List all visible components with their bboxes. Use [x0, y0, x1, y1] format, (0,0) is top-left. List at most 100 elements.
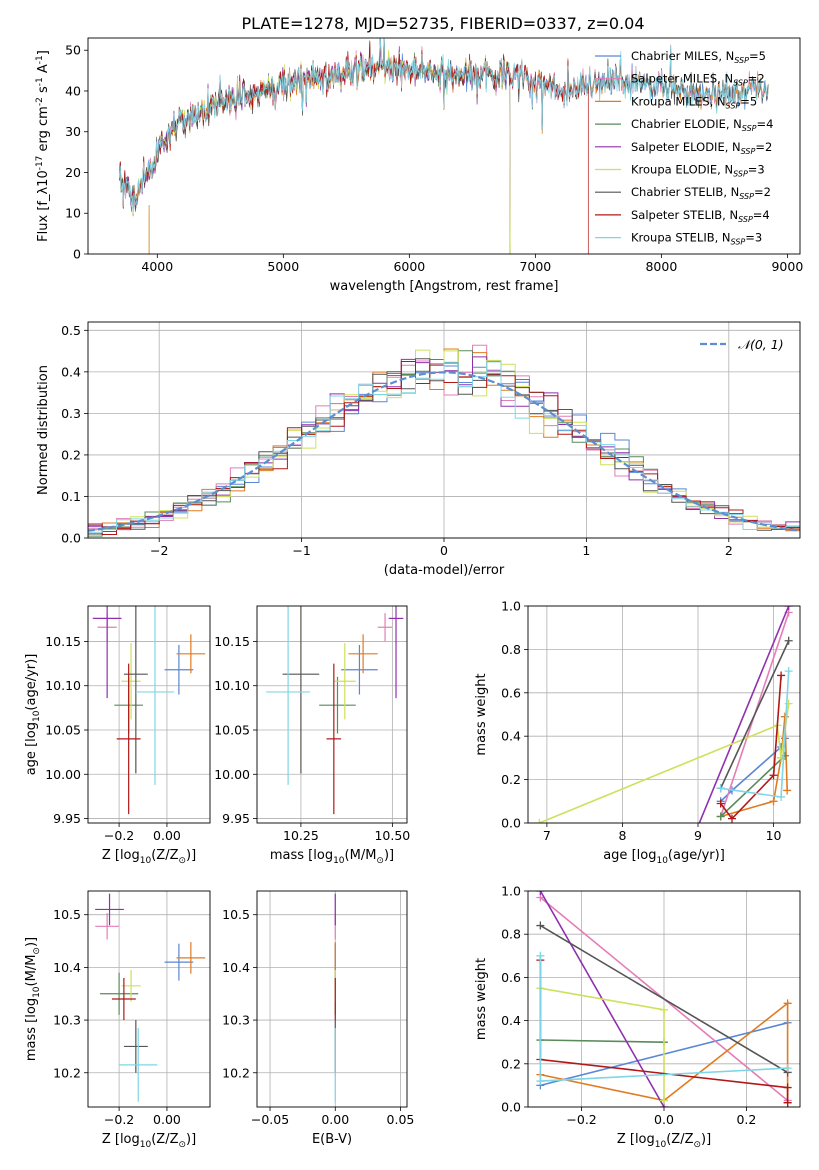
weight-marker — [783, 999, 792, 1008]
label-part: (M/M — [24, 955, 39, 987]
x-tick-label: 0.00 — [321, 1112, 349, 1127]
x-axis-label: Z [log10(Z/Z⊙)] — [102, 1132, 196, 1150]
y-tick-label: 0.2 — [61, 447, 81, 462]
y-tick-label: 10.3 — [53, 1013, 81, 1028]
y-axis-label: mass weight — [474, 673, 489, 755]
label-part: ⊙ — [178, 1140, 186, 1150]
label-part: -1 — [35, 55, 45, 64]
label-part: log — [635, 1132, 655, 1147]
weight-marker — [716, 812, 725, 821]
legend-entry: Kroupa ELODIE, NSSP=3 — [631, 163, 765, 179]
weight-marker — [777, 792, 786, 801]
y-tick-label: 9.95 — [222, 811, 250, 826]
y-tick-label: 10.00 — [45, 767, 81, 782]
weight-marker — [660, 1005, 668, 1014]
axes-spectrum: 4000 5000 6000 7000 8000 9000 0 10 20 30 40 50 wavel… — [35, 37, 803, 294]
label-part: log — [24, 722, 39, 742]
x-axis-label: E(B-V) — [312, 1132, 352, 1147]
plot-area — [536, 891, 792, 1107]
label-part: (Z/Z — [666, 1132, 693, 1147]
x-tick-label: −0.2 — [104, 1112, 134, 1127]
plot-area — [95, 893, 206, 1102]
y-tick-label: 10.05 — [214, 723, 250, 738]
weight-line — [539, 924, 789, 1074]
legend-entry: 𝒩(0, 1) — [738, 337, 784, 352]
label-part: log — [120, 1132, 140, 1147]
weight-marker — [784, 667, 793, 676]
legend-text: =5 — [749, 49, 766, 63]
legend-text: =4 — [753, 208, 770, 222]
y-tick-label: 0.0 — [501, 1100, 521, 1115]
label-part: (age/yr)] — [668, 848, 725, 863]
weight-line — [540, 1039, 665, 1043]
legend-text: Kroupa MILES, N — [631, 94, 726, 108]
x-tick-label: 0.00 — [153, 1112, 181, 1127]
legend-text: Salpeter ELODIE, N — [631, 140, 741, 154]
label-part: -17 — [35, 156, 45, 171]
label-part: mass [ — [270, 848, 313, 863]
axes-residuals: −2 −1 0 1 2 0.0 0.1 0.2 0.3 0.4 0.5 (data-model)/er… — [36, 321, 801, 578]
histogram-step — [88, 361, 800, 534]
label-part: Normed distribution — [36, 365, 51, 495]
legend-text: =5 — [740, 94, 757, 108]
legend-text: Chabrier STELIB, N — [631, 185, 739, 199]
y-tick-label: 0.8 — [501, 927, 521, 942]
legend-text: Kroupa STELIB, N — [631, 231, 731, 245]
plot-area — [88, 344, 800, 537]
x-tick-label: −0.2 — [566, 1112, 596, 1127]
weight-marker — [716, 799, 725, 808]
x-tick-label: 7000 — [519, 259, 551, 274]
legend-entry: Chabrier ELODIE, NSSP=4 — [631, 117, 773, 133]
y-tick-label: 0.4 — [501, 1013, 521, 1028]
x-axis-label: mass [log10(M/M⊙)] — [270, 848, 394, 866]
label-part: log — [120, 848, 140, 863]
weight-marker — [769, 771, 778, 780]
y-tick-label: 0.4 — [501, 729, 521, 744]
legend-entry: Chabrier STELIB, NSSP=2 — [631, 185, 771, 201]
legend-text: SSP — [726, 101, 741, 110]
x-tick-label: 4000 — [141, 259, 173, 274]
y-tick-label: 0.3 — [61, 406, 81, 421]
y-tick-label: 10.5 — [53, 907, 81, 922]
y-tick-label: 10.10 — [214, 678, 250, 693]
label-part: Z [ — [102, 848, 120, 863]
x-tick-label: 9000 — [771, 259, 803, 274]
x-tick-label: 0.0 — [654, 1112, 674, 1127]
y-tick-label: 40 — [65, 83, 81, 98]
label-part: )] — [701, 1132, 711, 1147]
y-tick-label: 1.0 — [501, 599, 521, 614]
legend-text: Chabrier MILES, N — [631, 49, 734, 63]
weight-line — [540, 987, 665, 1101]
y-tick-label: 0.4 — [61, 364, 81, 379]
y-tick-label: 0.6 — [501, 685, 521, 700]
y-tick-label: 10.2 — [53, 1065, 81, 1080]
y-axis-label: age [log10(age/yr)] — [24, 654, 42, 776]
x-tick-label: −0.05 — [251, 1112, 289, 1127]
label-part: ] — [36, 50, 51, 55]
y-tick-label: 10.2 — [222, 1065, 250, 1080]
x-tick-label: 6000 — [393, 259, 425, 274]
x-tick-label: 8 — [618, 828, 626, 843]
label-part: log — [313, 848, 333, 863]
weight-marker — [536, 951, 545, 960]
legend-text: Salpeter MILES, N — [631, 72, 733, 86]
weight-marker — [783, 786, 792, 795]
label-part: )] — [186, 1132, 196, 1147]
label-part: 10 — [32, 986, 42, 998]
legend-text: SSP — [742, 124, 757, 133]
axes-frame — [87, 605, 211, 824]
legend-text: =2 — [755, 140, 772, 154]
weight-marker — [783, 1098, 792, 1107]
y-axis-label: mass [log10(M/M⊙)] — [24, 937, 42, 1061]
label-part: age [ — [603, 848, 636, 863]
x-tick-label: −2 — [150, 543, 168, 558]
legend-text: =3 — [748, 163, 765, 177]
x-tick-label: 0.00 — [153, 828, 181, 843]
y-axis-label: Flux [f_λ10-17 erg cm-2 s-1 A-1] — [35, 50, 51, 242]
legend-text: SSP — [733, 170, 748, 179]
weight-marker — [769, 797, 778, 806]
label-part: 10 — [140, 856, 152, 866]
